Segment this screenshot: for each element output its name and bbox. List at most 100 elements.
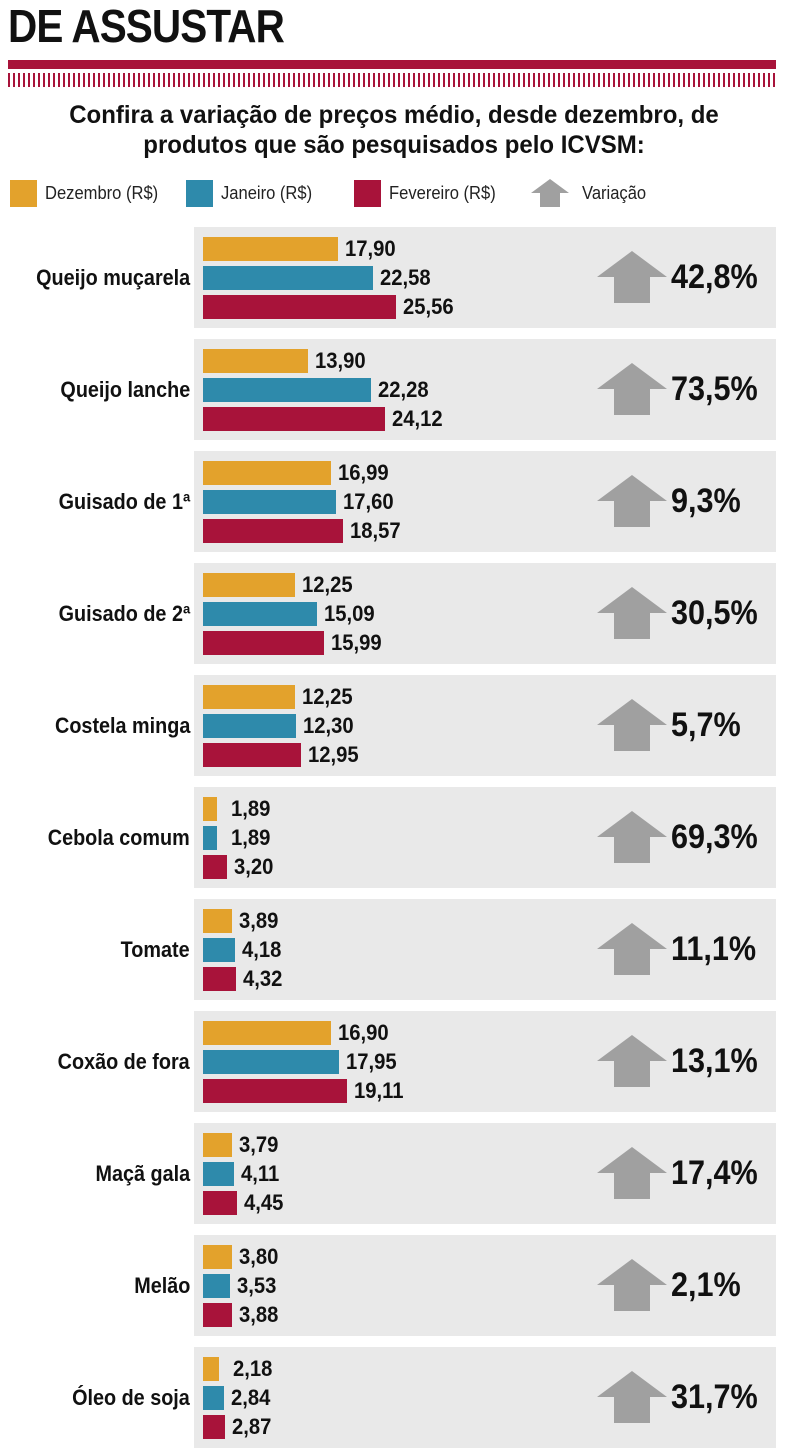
row-panel [194,1347,776,1448]
category-label: Maçã gala [95,1160,190,1186]
bar-dezembro [203,797,217,821]
legend-label-fevereiro: Fevereiro (R$) [389,182,496,203]
legend-label-janeiro: Janeiro (R$) [221,182,313,203]
category-label: Guisado de 1ª [58,488,190,514]
bar-janeiro [203,938,235,962]
bar-dezembro [203,1357,219,1381]
bar-value-label: 25,56 [403,294,454,319]
legend-swatch-janeiro [186,179,213,207]
bar-fevereiro [203,1191,237,1215]
legend: Dezembro (R$) Janeiro (R$) Fevereiro (R$… [0,178,788,208]
category-label: Guisado de 2ª [58,600,190,626]
bar-value-label: 12,95 [308,742,359,767]
bar-fevereiro [203,519,343,543]
bar-janeiro [203,602,317,626]
arrow-up-icon [597,251,667,303]
legend-item-fevereiro: Fevereiro (R$) [354,178,505,208]
bar-value-label: 12,30 [303,713,354,738]
variation-value: 2,1% [671,1266,741,1304]
row-panel [194,1235,776,1336]
legend-label-dezembro: Dezembro (R$) [45,182,159,203]
arrow-up-icon [531,179,569,207]
category-label: Melão [133,1272,190,1298]
variation-value: 73,5% [671,370,758,408]
bar-fevereiro [203,855,227,879]
bar-fevereiro [203,295,396,319]
legend-label-variacao: Variação [582,182,647,203]
bar-value-label: 4,11 [241,1161,280,1186]
arrow-up-icon-shape [597,699,667,751]
bar-dezembro [203,909,232,933]
variation-value: 31,7% [671,1378,758,1416]
variation-value: 69,3% [671,818,758,856]
bar-value-label: 22,58 [380,265,431,290]
bar-fevereiro [203,1303,232,1327]
variation-value: 13,1% [671,1042,758,1080]
bar-fevereiro [203,1079,347,1103]
bar-value-label: 17,90 [345,236,396,261]
bar-value-label: 22,28 [378,377,429,402]
bar-value-label: 2,84 [231,1385,271,1410]
legend-item-janeiro: Janeiro (R$) [186,178,320,208]
bar-janeiro [203,1386,224,1410]
variation-value: 17,4% [671,1154,758,1192]
bar-value-label: 3,20 [234,854,274,879]
bar-value-label: 1,89 [231,825,271,850]
arrow-up-icon-shape [597,363,667,415]
category-label: Óleo de soja [72,1384,190,1410]
bar-value-label: 2,18 [233,1356,273,1381]
bar-value-label: 15,99 [331,630,382,655]
arrow-up-icon-shape [531,179,569,207]
arrow-up-icon-shape [597,923,667,975]
category-label: Costela minga [54,712,190,738]
arrow-up-icon-shape [597,811,667,863]
bar-fevereiro [203,407,385,431]
bar-value-label: 3,80 [239,1244,279,1269]
arrow-up-icon [597,699,667,751]
bar-value-label: 15,09 [324,601,375,626]
variation-value: 9,3% [671,482,741,520]
bar-value-label: 17,95 [346,1049,397,1074]
bar-janeiro [203,714,296,738]
bar-value-label: 3,88 [239,1302,279,1327]
bar-value-label: 4,45 [244,1190,284,1215]
legend-item-dezembro: Dezembro (R$) [10,178,168,208]
arrow-up-icon [597,363,667,415]
variation-value: 5,7% [671,706,741,744]
category-label: Tomate [121,936,190,962]
headline: DE ASSUSTAR [8,0,285,52]
arrow-up-icon [597,1371,667,1423]
bar-dezembro [203,461,331,485]
category-label: Queijo lanche [60,376,190,402]
arrow-up-icon [597,1259,667,1311]
bar-dezembro [203,349,308,373]
bar-value-label: 18,57 [350,518,401,543]
legend-swatch-dezembro [10,179,37,207]
arrow-up-icon-shape [597,1371,667,1423]
bar-value-label: 24,12 [392,406,443,431]
bar-value-label: 13,90 [315,348,366,373]
bar-dezembro [203,1021,331,1045]
arrow-up-icon [597,811,667,863]
bar-value-label: 1,89 [231,796,271,821]
arrow-up-icon-shape [597,1035,667,1087]
bar-janeiro [203,1050,339,1074]
bar-janeiro [203,826,217,850]
bar-value-label: 16,99 [338,460,389,485]
chart-title-line-2: produtos que são pesquisados pelo ICVSM: [143,131,645,159]
legend-item-variacao: Variação [530,178,652,208]
category-label: Coxão de fora [57,1048,190,1074]
bar-value-label: 12,25 [302,684,353,709]
bar-dezembro [203,1133,232,1157]
arrow-up-icon-shape [597,1259,667,1311]
bar-value-label: 17,60 [343,489,394,514]
bar-value-label: 2,87 [232,1414,272,1439]
chart-title: Confira a variação de preços médio, desd… [16,100,772,160]
category-label: Queijo muçarela [35,264,190,290]
bar-value-label: 4,18 [242,937,282,962]
header-rule-fill [8,60,776,69]
bar-fevereiro [203,631,324,655]
row-panel [194,1123,776,1224]
arrow-up-icon-shape [597,251,667,303]
